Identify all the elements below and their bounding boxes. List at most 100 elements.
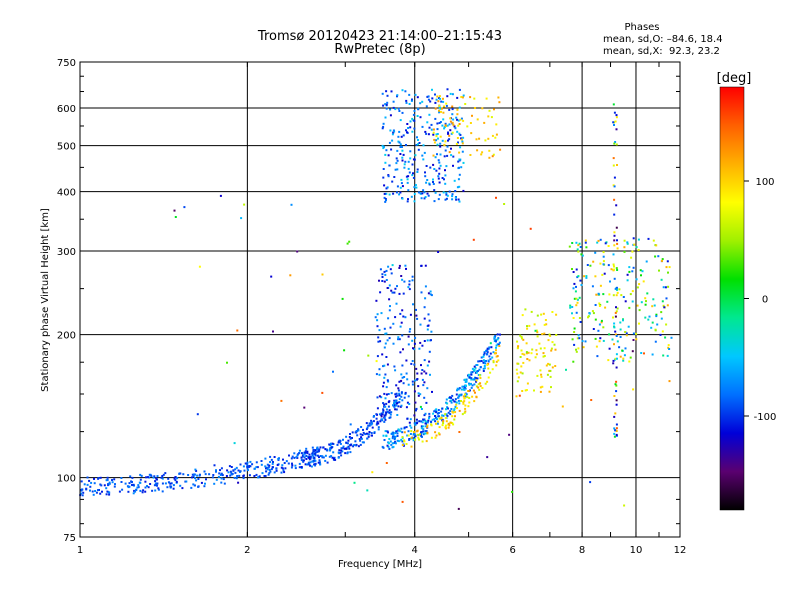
data-point xyxy=(535,329,538,332)
data-point xyxy=(587,315,590,318)
data-point xyxy=(383,420,386,423)
data-point xyxy=(429,290,432,293)
chart-subtitle: RwPretec (8p) xyxy=(334,42,425,57)
data-point xyxy=(547,339,550,342)
data-point xyxy=(420,197,423,200)
data-point xyxy=(314,459,317,462)
data-point xyxy=(436,122,439,125)
data-point xyxy=(664,336,667,339)
data-point xyxy=(420,364,422,367)
colorbar-label: [deg] xyxy=(717,71,752,86)
data-point xyxy=(424,171,426,174)
data-point xyxy=(145,476,148,479)
data-point xyxy=(376,319,379,322)
colorbar-tick-label: 0 xyxy=(762,295,768,306)
data-point xyxy=(540,373,543,376)
data-point xyxy=(474,391,476,394)
data-point xyxy=(407,430,410,433)
data-point xyxy=(456,137,459,139)
data-point xyxy=(400,182,403,185)
data-point xyxy=(219,474,222,476)
data-point xyxy=(661,300,664,303)
data-point xyxy=(141,491,144,494)
data-point xyxy=(80,480,83,483)
data-point xyxy=(385,411,388,414)
data-point xyxy=(408,330,411,333)
data-point xyxy=(185,480,188,483)
data-point xyxy=(420,291,423,294)
data-point xyxy=(400,145,403,148)
data-point xyxy=(193,473,196,476)
data-point xyxy=(415,308,417,311)
data-point xyxy=(410,195,413,198)
data-point xyxy=(445,420,448,423)
data-point xyxy=(613,111,616,114)
data-point xyxy=(644,297,647,300)
data-point xyxy=(276,464,279,466)
data-point xyxy=(571,268,573,270)
data-point xyxy=(398,292,401,295)
data-point xyxy=(362,441,365,444)
data-point xyxy=(460,393,463,396)
data-point xyxy=(106,476,109,479)
data-point xyxy=(434,436,437,439)
data-point xyxy=(602,260,605,263)
data-point xyxy=(426,424,429,427)
data-point xyxy=(240,217,243,220)
data-point xyxy=(394,400,397,403)
data-point xyxy=(444,417,447,419)
data-point xyxy=(578,296,581,299)
data-point xyxy=(161,482,164,485)
data-point xyxy=(385,356,388,358)
data-point xyxy=(665,266,668,269)
data-point xyxy=(575,241,578,244)
data-point xyxy=(401,89,404,92)
data-point xyxy=(429,100,432,103)
data-point xyxy=(487,347,490,350)
data-point xyxy=(448,108,451,111)
data-point xyxy=(420,431,422,434)
data-point xyxy=(435,169,438,172)
data-point xyxy=(487,367,490,370)
data-point xyxy=(480,360,483,362)
data-point xyxy=(161,475,164,477)
data-point xyxy=(421,100,424,103)
data-point xyxy=(88,479,91,482)
data-point xyxy=(480,356,483,359)
data-point xyxy=(328,443,331,446)
data-point xyxy=(520,365,523,368)
data-point xyxy=(345,441,348,444)
data-point xyxy=(437,159,440,162)
data-point xyxy=(628,360,631,363)
data-point xyxy=(414,409,417,412)
data-point xyxy=(413,200,416,203)
data-point xyxy=(139,481,142,484)
data-point xyxy=(410,436,413,439)
grid-lines xyxy=(80,62,680,537)
data-point xyxy=(375,423,378,426)
data-point xyxy=(389,129,392,132)
data-point xyxy=(383,145,385,148)
data-point xyxy=(403,426,406,429)
data-point xyxy=(616,239,618,242)
data-point xyxy=(383,270,386,273)
data-point xyxy=(384,200,387,203)
data-point xyxy=(592,328,595,330)
data-point xyxy=(517,345,520,348)
data-point xyxy=(631,290,634,293)
data-point xyxy=(444,149,447,152)
data-point xyxy=(157,488,160,491)
data-point xyxy=(380,396,383,399)
data-point xyxy=(491,134,494,137)
data-point xyxy=(598,302,601,305)
data-point xyxy=(405,99,408,102)
data-point xyxy=(620,294,623,297)
data-point xyxy=(272,461,274,463)
data-point xyxy=(316,450,319,453)
data-point xyxy=(405,129,407,132)
data-point xyxy=(426,426,429,429)
data-point xyxy=(421,154,424,157)
data-point xyxy=(425,440,428,443)
data-point xyxy=(647,237,650,240)
data-point xyxy=(651,305,654,308)
